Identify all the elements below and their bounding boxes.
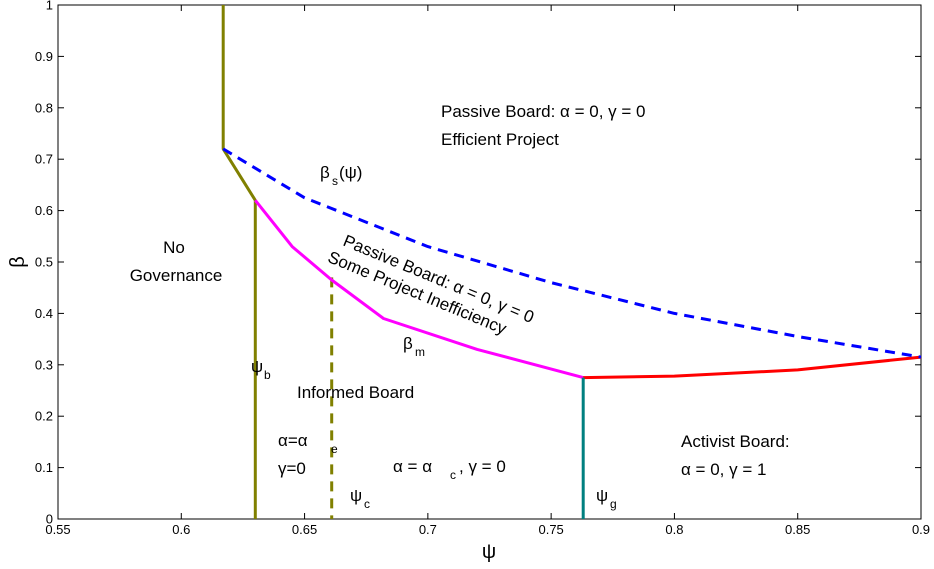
- y-tick-label: 0.8: [35, 100, 53, 115]
- x-axis-title: ψ: [482, 541, 496, 563]
- alpha-c-rest: , γ = 0: [459, 457, 506, 476]
- annotation-passive-efficient-line2: Efficient Project: [441, 130, 559, 149]
- y-tick-label: 0: [46, 512, 53, 527]
- annotation-beta-s: β s (ψ): [320, 163, 362, 188]
- annotation-psi-g: ψ g: [596, 486, 617, 511]
- annotation-psi-c: ψ c: [350, 486, 370, 511]
- psi-c-subscript: c: [364, 497, 370, 511]
- series-line-2: [254, 199, 584, 380]
- x-tick-label: 0.75: [538, 522, 563, 537]
- x-tick-label: 0.8: [665, 522, 683, 537]
- x-tick-label: 0.65: [292, 522, 317, 537]
- y-tick-label: 0.6: [35, 203, 53, 218]
- annotation-no-governance-line2: Governance: [130, 266, 223, 285]
- psi-c-symbol: ψ: [350, 486, 362, 505]
- annotation-psi-b: ψ b: [251, 357, 271, 382]
- annotation-alpha-e: α=α e: [278, 431, 338, 456]
- y-axis-title: β: [7, 256, 29, 268]
- y-tick-label: 0.9: [35, 49, 53, 64]
- y-tick-label: 1: [46, 0, 53, 13]
- psi-g-subscript: g: [610, 497, 617, 511]
- annotation-informed-board: Informed Board: [297, 383, 414, 402]
- annotation-activist-line1: Activist Board:: [681, 432, 790, 451]
- annotation-activist-line2: α = 0, γ = 1: [681, 460, 766, 479]
- beta-s-subscript: s: [332, 174, 338, 188]
- alpha-c-text: α = α: [393, 457, 432, 476]
- psi-b-symbol: ψ: [251, 357, 263, 376]
- x-tick-label: 0.9: [912, 522, 930, 537]
- y-tick-label: 0.1: [35, 460, 53, 475]
- x-tick-label: 0.6: [172, 522, 190, 537]
- annotation-alpha-c: α = α c , γ = 0: [393, 457, 506, 482]
- plot-area: [57, 4, 922, 520]
- psi-b-subscript: b: [264, 368, 271, 382]
- x-tick-label: 0.7: [419, 522, 437, 537]
- series-line-3: [583, 355, 922, 380]
- alpha-e-subscript: e: [331, 442, 338, 456]
- beta-m-subscript: m: [415, 345, 425, 359]
- series-lines: [221, 5, 922, 519]
- series-line-4: [222, 147, 922, 359]
- y-tick-label: 0.2: [35, 409, 53, 424]
- series-line-0: [221, 5, 257, 519]
- ticks: 0.55 0.6 0.65 0.7 0.75 0.8 0.85 0.9 0 0.1 0.2 0.3 0.…: [35, 0, 930, 537]
- y-tick-label: 0.5: [35, 255, 53, 270]
- annotation-gamma-zero: γ=0: [278, 459, 306, 478]
- beta-s-argument: (ψ): [339, 163, 362, 182]
- alpha-c-subscript: c: [450, 468, 456, 482]
- y-tick-label: 0.4: [35, 306, 53, 321]
- annotation-no-governance-line1: No: [163, 238, 185, 257]
- x-tick-label: 0.55: [45, 522, 70, 537]
- beta-m-symbol: β: [403, 334, 413, 353]
- alpha-e-text: α=α: [278, 431, 308, 450]
- annotation-passive-efficient-line1: Passive Board: α = 0, γ = 0: [441, 102, 646, 121]
- annotation-beta-m: β m: [403, 334, 425, 359]
- psi-g-symbol: ψ: [596, 486, 608, 505]
- y-tick-label: 0.7: [35, 152, 53, 167]
- x-tick-label: 0.85: [785, 522, 810, 537]
- beta-s-symbol: β: [320, 163, 330, 182]
- y-tick-label: 0.3: [35, 357, 53, 372]
